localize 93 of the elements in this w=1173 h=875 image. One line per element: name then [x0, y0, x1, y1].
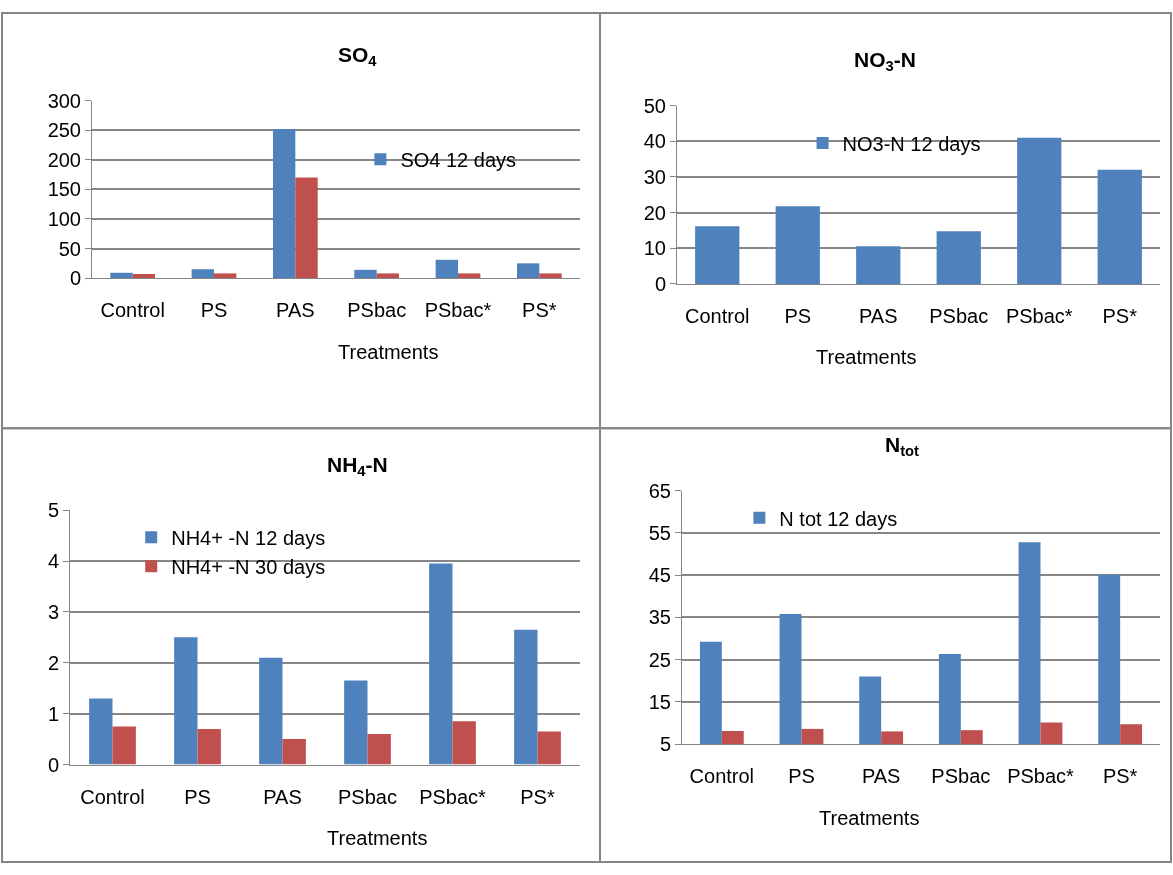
x-tick-label: PS*	[522, 299, 557, 322]
x-tick-label: PSbac*	[1007, 765, 1075, 788]
x-tick-label: PSbac	[931, 765, 991, 788]
legend-label: NO3-N 12 days	[842, 132, 981, 155]
y-tick-label: 25	[648, 648, 671, 671]
y-tick-label: 250	[47, 119, 81, 142]
x-tick-label: PAS	[858, 304, 898, 327]
bar	[1017, 137, 1062, 284]
bar	[376, 273, 400, 279]
x-tick-label: PS*	[520, 785, 555, 808]
legend-label: NH4+ -N 12 days	[171, 527, 326, 550]
legend-label: NH4+ -N 30 days	[171, 556, 326, 579]
bar	[458, 273, 481, 279]
y-tick-label: 0	[47, 753, 59, 776]
y-tick-label: 5	[659, 733, 671, 756]
x-tick-label: PS	[784, 304, 812, 327]
y-tick-label: 200	[47, 148, 81, 171]
bar	[354, 269, 377, 279]
x-tick-label: PAS	[861, 765, 901, 788]
y-tick-label: 1	[47, 702, 59, 725]
y-tick-label: 10	[643, 237, 666, 260]
x-tick-label: Control	[689, 765, 755, 788]
y-tick-label: 100	[47, 207, 81, 230]
y-tick-label: 55	[648, 521, 671, 544]
y-tick-label: 5	[47, 499, 59, 522]
y-tick-label: 150	[47, 178, 81, 201]
bar	[1097, 169, 1142, 284]
x-tick-label: Control	[685, 304, 750, 327]
bar	[514, 629, 538, 765]
bar	[89, 698, 113, 765]
x-tick-label: Control	[100, 299, 165, 322]
bar	[282, 739, 306, 765]
bar	[539, 273, 562, 279]
x-tick-label: PS	[200, 299, 228, 322]
x-axis-title: Treatments	[819, 807, 920, 829]
bar	[516, 263, 540, 279]
bar	[344, 680, 368, 765]
bar	[214, 273, 237, 279]
x-tick-label: PS	[184, 785, 211, 808]
bar	[695, 226, 740, 284]
x-tick-label: PSbac	[929, 304, 989, 327]
x-axis-title: Treatments	[338, 341, 439, 363]
bar	[191, 269, 214, 279]
y-tick-label: 4	[47, 550, 59, 573]
chart-title: SO$_{4}$	[338, 43, 378, 70]
bar	[197, 728, 221, 765]
x-tick-label: Control	[80, 785, 145, 808]
x-axis-title: Treatments	[327, 827, 428, 849]
y-tick-label: 15	[648, 690, 671, 713]
bar	[272, 129, 296, 279]
y-tick-label: 50	[643, 94, 666, 117]
y-tick-label: 2	[47, 651, 59, 674]
y-tick-label: 65	[648, 479, 671, 502]
bar	[295, 177, 318, 279]
chart-title: NH$_{4}$-N	[327, 453, 388, 480]
x-tick-label: PS*	[1102, 765, 1138, 788]
legend-label: N tot 12 days	[779, 507, 898, 530]
y-tick-label: 30	[643, 165, 666, 188]
x-tick-label: PSbac*	[424, 299, 492, 322]
bar	[367, 734, 391, 765]
x-tick-label: PSbac	[338, 785, 397, 808]
y-tick-label: 0	[654, 272, 666, 295]
y-tick-label: 20	[643, 201, 666, 224]
x-tick-label: PSbac*	[1005, 304, 1073, 327]
x-axis-title: Treatments	[816, 346, 917, 368]
x-tick-label: PAS	[263, 785, 302, 808]
bar	[110, 272, 133, 279]
legend-label: SO4 12 days	[400, 149, 517, 172]
bar	[429, 563, 453, 765]
bar	[112, 726, 136, 765]
x-tick-label: PSbac	[347, 299, 407, 322]
bar	[775, 206, 820, 284]
bar	[452, 721, 476, 765]
chart-title: N$_{tot}$	[885, 433, 920, 460]
chart-title: NO$_{3}$-N	[854, 48, 916, 75]
y-tick-label: 35	[648, 606, 671, 629]
bar	[537, 731, 561, 765]
x-tick-label: PSbac*	[419, 785, 487, 808]
y-tick-label: 50	[58, 237, 81, 260]
bar	[435, 259, 458, 279]
y-tick-label: 0	[69, 267, 81, 290]
x-tick-label: PAS	[276, 299, 315, 322]
y-tick-label: 3	[47, 600, 59, 623]
bar	[132, 273, 156, 279]
y-tick-label: 45	[648, 564, 671, 587]
bar	[259, 657, 283, 765]
y-tick-label: 300	[47, 89, 81, 112]
bar	[936, 231, 981, 284]
bar	[174, 637, 198, 765]
x-tick-label: PS*	[1102, 304, 1138, 327]
x-tick-label: PS	[788, 765, 815, 788]
bar	[856, 246, 901, 284]
y-tick-label: 40	[643, 130, 666, 153]
